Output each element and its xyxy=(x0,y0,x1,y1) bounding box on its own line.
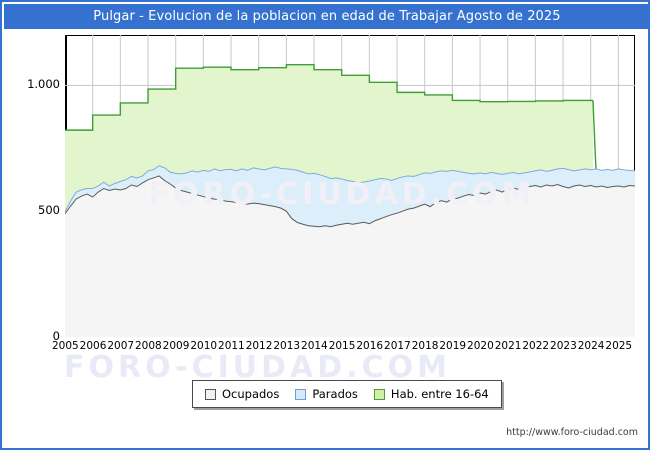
x-tick-label: 2020 xyxy=(467,340,494,352)
x-tick-label: 2012 xyxy=(245,340,273,352)
chart-canvas xyxy=(65,35,635,337)
legend-item-1[interactable]: Ocupados xyxy=(205,387,279,401)
x-tick-label: 2009 xyxy=(162,340,190,352)
x-tick-label: 2007 xyxy=(107,340,135,352)
x-tick-label: 2023 xyxy=(550,340,577,352)
footer-url: http://www.foro-ciudad.com xyxy=(506,427,638,438)
x-tick-label: 2022 xyxy=(522,340,550,352)
x-tick-label: 2006 xyxy=(79,340,107,352)
y-axis-labels: 0 500 1.000 xyxy=(2,35,60,343)
legend-label: Hab. entre 16-64 xyxy=(390,387,489,401)
x-tick-label: 2017 xyxy=(384,340,411,352)
x-tick-label: 2008 xyxy=(135,340,162,352)
x-tick-label: 2015 xyxy=(328,340,356,352)
legend-swatch-icon xyxy=(295,388,307,400)
legend-label: Parados xyxy=(312,387,358,401)
x-tick-label: 2011 xyxy=(218,340,245,352)
x-tick-label: 2005 xyxy=(52,340,79,352)
legend-item-2[interactable]: Parados xyxy=(295,387,358,401)
chart-legend: Ocupados Parados Hab. entre 16-64 xyxy=(192,380,502,408)
x-axis-labels: 2005 2006 2007 2008 2009 2010 2011 2012 2013 2014… xyxy=(52,340,637,356)
x-tick-label: 2016 xyxy=(356,340,384,352)
window-title: Pulgar - Evolucion de la poblacion en ed… xyxy=(4,4,650,29)
x-tick-label: 2025 xyxy=(605,340,633,352)
x-tick-label: 2014 xyxy=(301,340,328,352)
y-tick-label: 500 xyxy=(38,203,60,218)
x-tick-label: 2024 xyxy=(577,340,605,352)
plot-area xyxy=(65,35,635,337)
x-tick-label: 2019 xyxy=(439,340,467,352)
legend-item-3[interactable]: Hab. entre 16-64 xyxy=(373,387,489,401)
legend-label: Ocupados xyxy=(222,387,280,401)
legend-swatch-icon xyxy=(205,388,216,400)
x-tick-label: 2010 xyxy=(190,340,218,352)
legend-swatch-icon xyxy=(373,388,385,400)
x-tick-label: 2013 xyxy=(273,340,301,352)
x-tick-label: 2018 xyxy=(411,340,439,352)
y-tick-label: 0 xyxy=(52,329,60,343)
y-tick-label: 1.000 xyxy=(27,77,60,92)
x-tick-label: 2021 xyxy=(494,340,522,352)
